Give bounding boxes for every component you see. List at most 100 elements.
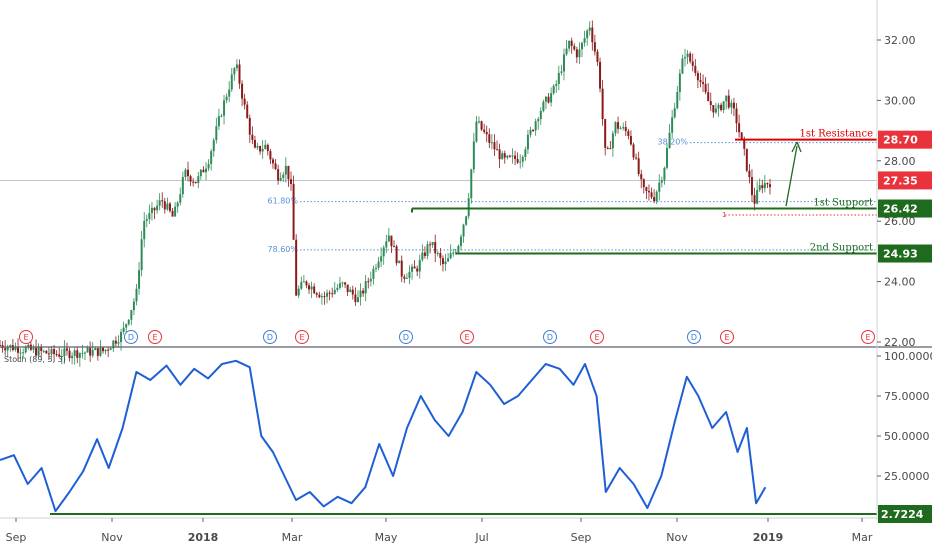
candle-body [186, 169, 189, 177]
price-pane: 61.80% 78.60% 38.20% 1st Resistance 1st Supp… [0, 20, 877, 367]
candle-body [125, 324, 128, 328]
candle-body [393, 246, 396, 248]
candle-body [663, 167, 666, 181]
candle-body [14, 347, 17, 351]
candle-body [385, 241, 388, 248]
event-label: E [865, 333, 870, 342]
candle-body [591, 27, 594, 43]
candle-body [220, 115, 223, 117]
candle-body [297, 288, 300, 296]
earnings-event-icon [590, 330, 604, 344]
candle-body [277, 169, 280, 181]
candle-body [117, 342, 120, 344]
candle-body [197, 176, 200, 184]
candle-body [235, 64, 238, 69]
candle-body [282, 174, 285, 178]
candle-body [9, 345, 12, 348]
candle-body [647, 191, 650, 193]
candle-body [423, 252, 426, 256]
candle-body [230, 74, 233, 90]
time-axis-label: Nov [101, 531, 123, 544]
last-price-text: 27.35 [883, 174, 918, 187]
candle-body [367, 281, 370, 283]
earnings-event-icon [460, 330, 474, 344]
candle-body [544, 96, 547, 102]
candle-body [665, 148, 668, 168]
price-label-box [878, 199, 932, 218]
stochastic-pane: Stoch (89, 5, 3) [0, 355, 877, 515]
candle-body [629, 136, 632, 145]
price-axis-label: 32.00 [884, 34, 916, 47]
candle-body [300, 281, 303, 289]
candle-body [76, 350, 79, 358]
candle-body [562, 54, 565, 72]
candle-body [210, 151, 213, 164]
event-label: E [152, 333, 157, 342]
dividend-event-icon [263, 330, 277, 344]
candle-body [547, 96, 550, 103]
candle-body [462, 224, 465, 237]
candle-body [614, 122, 617, 134]
candle-body [658, 182, 661, 192]
candle-body [109, 348, 112, 350]
candle-body [351, 289, 354, 295]
candle-body [4, 348, 7, 351]
time-axis-label: May [375, 531, 398, 544]
candle-body [73, 350, 76, 356]
candle-body [753, 195, 756, 204]
event-label: D [547, 333, 553, 342]
candle-body [181, 176, 184, 195]
candle-body [650, 192, 653, 198]
candle-body [349, 289, 352, 292]
candle-body [83, 352, 86, 354]
time-axis-label: Sep [6, 531, 27, 544]
candle-body [470, 169, 473, 199]
candle-body [524, 149, 527, 157]
candle-body [364, 281, 367, 294]
candle-body [503, 153, 506, 158]
candle-body [295, 239, 298, 296]
fibonacci-label: 38.20% [657, 138, 688, 147]
time-axis-label: Sep [571, 531, 592, 544]
candle-body [714, 108, 717, 113]
candle-body [575, 49, 578, 58]
candle-body [537, 119, 540, 122]
candle-body [344, 282, 347, 285]
candle-body [498, 149, 501, 160]
candle-body [86, 347, 89, 353]
candle-body [588, 27, 591, 31]
stochastic-line [0, 359, 767, 513]
event-label: D [403, 333, 409, 342]
candle-body [704, 83, 707, 93]
candle-body [356, 297, 359, 303]
candle-body [756, 189, 759, 204]
candle-body [763, 183, 766, 189]
candle-body [135, 288, 138, 302]
candle-body [143, 220, 146, 240]
candle-body [601, 88, 604, 120]
candle-body [447, 258, 450, 262]
candle-body [122, 327, 125, 332]
candle-body [17, 347, 20, 353]
price-axis-label: 26.00 [884, 215, 916, 228]
candle-body [207, 163, 210, 169]
event-label: E [299, 333, 304, 342]
earnings-event-icon [295, 330, 309, 344]
candle-body [120, 331, 123, 343]
candle-body [331, 293, 334, 295]
candle-body [511, 155, 514, 157]
candle-body [568, 40, 571, 49]
candle-body [290, 179, 293, 184]
candle-body [42, 350, 45, 352]
candle-body [454, 252, 457, 254]
candle-body [37, 347, 40, 356]
candle-body [153, 207, 156, 211]
earnings-event-icon [148, 330, 162, 344]
candle-body [635, 157, 638, 159]
candle-body [758, 185, 761, 190]
candle-body [60, 355, 63, 357]
candle-body [421, 252, 424, 260]
candle-body [53, 348, 56, 355]
candle-body [493, 142, 496, 150]
